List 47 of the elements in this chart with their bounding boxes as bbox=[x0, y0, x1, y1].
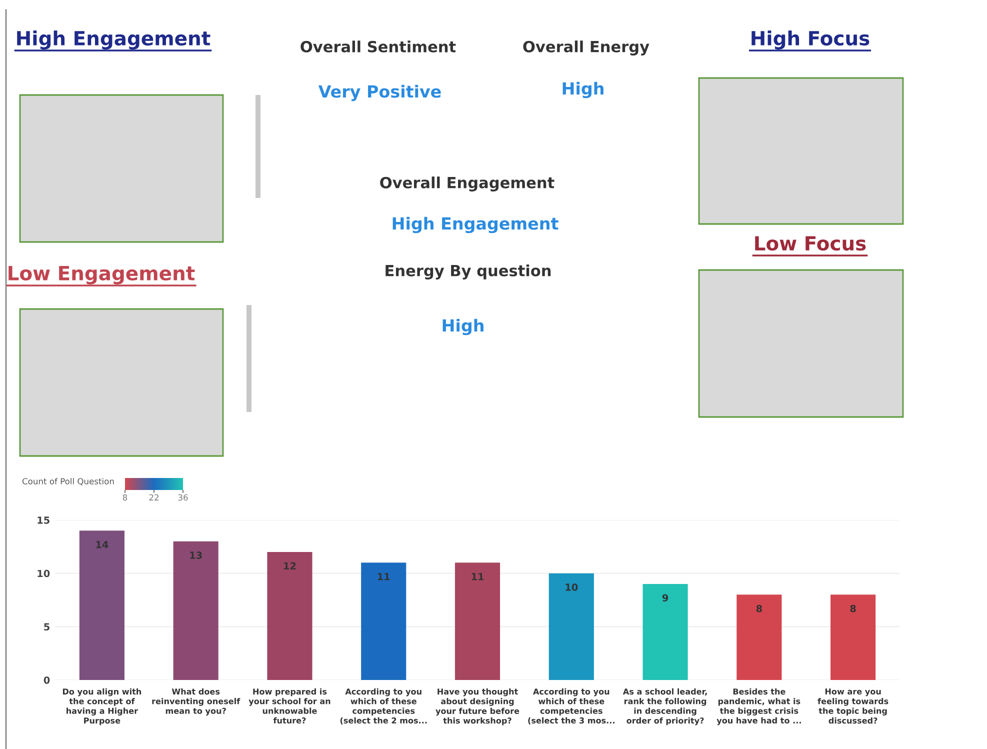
x-tick-label: Do you align with the concept of having a Higher Purpose bbox=[62, 688, 142, 726]
text: High bbox=[562, 82, 604, 98]
data-label: 14 bbox=[96, 541, 108, 548]
color-bar-label: 22 bbox=[149, 494, 158, 500]
text: High Engagement bbox=[392, 216, 558, 234]
color-bar-label: 36 bbox=[178, 494, 188, 501]
data-label: 8 bbox=[850, 604, 856, 612]
bar bbox=[267, 552, 312, 680]
x-tick-label: According to you which of these competencies (select the 2 mos... bbox=[340, 688, 427, 724]
data-label: 12 bbox=[284, 562, 296, 570]
data-label: 13 bbox=[190, 552, 202, 559]
text: Overall Engagement bbox=[380, 176, 554, 192]
bar bbox=[548, 573, 594, 680]
data-label: 9 bbox=[662, 594, 668, 602]
y-tick-label: 15 bbox=[38, 516, 50, 524]
x-tick-label: How are you feeling towards the topic being discussed? bbox=[818, 688, 888, 724]
text: Very Positive bbox=[318, 84, 441, 102]
x-tick-label: Have you thought about designing your future before this workshop? bbox=[436, 688, 520, 726]
x-tick-label: As a school leader, rank the following in descending order of priority? bbox=[622, 688, 707, 726]
bar bbox=[173, 541, 218, 680]
data-label: 11 bbox=[378, 573, 390, 580]
text: Overall Energy bbox=[523, 40, 650, 56]
text: High Focus bbox=[752, 30, 870, 50]
x-tick-label: What does reinventing oneself mean to you? bbox=[152, 688, 240, 716]
color-bar-label: 8 bbox=[122, 494, 128, 501]
text: High bbox=[442, 318, 484, 336]
color-bar-title: Count of Poll Question bbox=[22, 478, 114, 486]
bar bbox=[454, 562, 500, 680]
text: Low Engagement bbox=[8, 266, 195, 284]
text: High Engagement bbox=[17, 30, 210, 50]
x-tick-label: How prepared is your school for an unknowable future? bbox=[248, 688, 330, 724]
text: Energy By question bbox=[386, 264, 551, 280]
y-tick-label: 5 bbox=[44, 623, 50, 630]
bar bbox=[79, 530, 124, 680]
data-label: 11 bbox=[472, 573, 484, 580]
y-tick-label: 0 bbox=[44, 676, 50, 684]
y-tick-label: 10 bbox=[38, 570, 50, 578]
data-label: 8 bbox=[756, 604, 762, 612]
bar bbox=[361, 562, 406, 680]
text: Low Focus bbox=[755, 236, 866, 251]
x-tick-label: Besides the pandemic, what is the biggest crisis you have had to ... bbox=[716, 688, 801, 726]
bar bbox=[830, 594, 876, 680]
bar bbox=[736, 594, 782, 680]
text: Overall Sentiment bbox=[300, 40, 456, 52]
x-tick-label: According to you which of these competencies (select the 3 mos... bbox=[528, 688, 614, 724]
bar bbox=[642, 584, 688, 680]
data-label: 10 bbox=[566, 584, 578, 591]
